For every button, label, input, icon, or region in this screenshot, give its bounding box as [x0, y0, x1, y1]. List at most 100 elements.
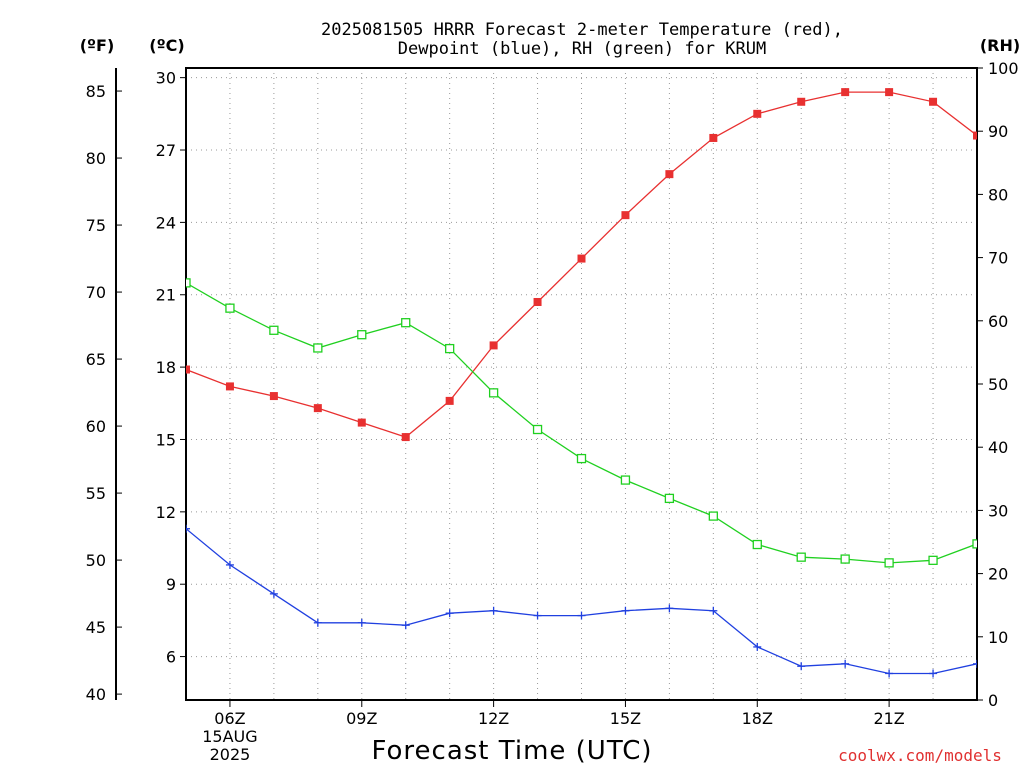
- x-tick-year-label: 2025: [210, 745, 251, 764]
- rh-unit-label: (RH): [980, 36, 1020, 55]
- temperature-point: [929, 97, 938, 106]
- x-tick-label: 06Z: [214, 709, 245, 728]
- rh-point: [532, 424, 543, 435]
- rh-point: [186, 278, 191, 288]
- rh-line: [186, 282, 977, 564]
- rh-point: [752, 539, 762, 550]
- dewpoint-point: [269, 589, 278, 598]
- celsius-tick-label: 18: [156, 358, 176, 377]
- celsius-tick-label: 6: [166, 648, 176, 667]
- rh-tick-label: 50: [988, 375, 1008, 394]
- celsius-tick-label: 30: [156, 69, 176, 88]
- rh-tick-label: 40: [988, 438, 1008, 457]
- rh-point: [972, 539, 977, 549]
- temperature-point: [313, 404, 322, 413]
- temperature-point: [357, 418, 366, 427]
- dewpoint-point: [665, 604, 674, 613]
- celsius-tick-label: 12: [156, 503, 176, 522]
- dewpoint-point: [797, 662, 806, 671]
- celsius-tick-label: 15: [156, 430, 176, 449]
- dewpoint-point: [973, 659, 977, 668]
- x-tick-label: 09Z: [346, 709, 377, 728]
- temperature-point: [885, 88, 894, 97]
- dewpoint-point: [313, 618, 322, 627]
- temperature-point: [225, 382, 234, 391]
- dewpoint-line: [186, 528, 977, 675]
- rh-point: [620, 475, 631, 485]
- credit-label: coolwx.com/models: [838, 746, 1002, 765]
- x-tick-label: 15Z: [610, 709, 641, 728]
- rh-point: [928, 555, 938, 565]
- rh-point: [445, 343, 455, 354]
- rh-tick-label: 60: [988, 312, 1008, 331]
- x-tick-label: 12Z: [478, 709, 509, 728]
- fahrenheit-unit-label: (ºF): [80, 36, 115, 55]
- dewpoint-point: [445, 609, 454, 618]
- rh-tick-label: 0: [988, 691, 998, 710]
- rh-point: [708, 511, 718, 521]
- rh-point: [401, 318, 411, 328]
- x-tick-date-label: 15AUG: [202, 727, 257, 746]
- dewpoint-point: [533, 611, 542, 620]
- temperature-point: [753, 109, 762, 118]
- dewpoint-point: [885, 669, 894, 678]
- dewpoint-point: [929, 669, 938, 678]
- temperature-point: [269, 392, 278, 401]
- fahrenheit-tick-label: 45: [86, 618, 106, 637]
- rh-point: [796, 552, 806, 562]
- temperature-point: [489, 341, 498, 350]
- celsius-unit-label: (ºC): [149, 36, 184, 55]
- dewpoint-point: [186, 524, 190, 533]
- dewpoint-point: [489, 606, 498, 615]
- fahrenheit-tick-label: 70: [86, 283, 106, 302]
- temperature-point: [401, 433, 410, 442]
- fahrenheit-tick-label: 50: [86, 551, 106, 570]
- temperature-point: [621, 211, 630, 220]
- temperature-point: [973, 131, 977, 140]
- celsius-tick-label: 21: [156, 286, 176, 305]
- fahrenheit-tick-label: 75: [86, 216, 106, 235]
- rh-tick-label: 100: [988, 59, 1019, 78]
- temperature-point: [577, 254, 586, 263]
- rh-point: [357, 330, 367, 340]
- dewpoint-point: [225, 560, 234, 569]
- celsius-tick-label: 9: [166, 575, 176, 594]
- fahrenheit-tick-label: 85: [86, 82, 106, 101]
- rh-point: [269, 325, 279, 335]
- rh-point: [576, 453, 587, 464]
- chart-title-line2: Dewpoint (blue), RH (green) for KRUM: [398, 39, 766, 59]
- temperature-point: [709, 133, 718, 142]
- rh-point: [313, 343, 323, 353]
- temperature-point: [533, 297, 542, 306]
- temperature-point: [186, 365, 190, 374]
- temperature-point: [797, 97, 806, 106]
- fahrenheit-tick-label: 40: [86, 685, 106, 704]
- rh-point: [840, 554, 850, 564]
- dewpoint-point: [577, 611, 586, 620]
- rh-tick-label: 20: [988, 565, 1008, 584]
- fahrenheit-tick-label: 65: [86, 350, 106, 369]
- x-tick-label: 18Z: [742, 709, 773, 728]
- grid-lines: [185, 68, 978, 700]
- dewpoint-point: [621, 606, 630, 615]
- rh-tick-label: 10: [988, 628, 1008, 647]
- celsius-tick-label: 24: [156, 213, 176, 232]
- dewpoint-point: [709, 606, 718, 615]
- series-plot: [186, 88, 977, 678]
- celsius-tick-label: 27: [156, 141, 176, 160]
- rh-point: [488, 388, 499, 398]
- axes: 6 9 12 15 18 21 24 27 30 40 45 50 55 60 65 70 75 80 85 0 10 2…: [86, 59, 1019, 764]
- fahrenheit-tick-label: 80: [86, 149, 106, 168]
- dewpoint-point: [357, 618, 366, 627]
- x-axis-label: Forecast Time (UTC): [371, 736, 652, 766]
- temperature-point: [445, 396, 454, 405]
- series-clip-group: [186, 88, 977, 678]
- fahrenheit-tick-label: 55: [86, 484, 106, 503]
- dewpoint-point: [841, 659, 850, 668]
- rh-tick-label: 80: [988, 185, 1008, 204]
- dewpoint-point: [401, 621, 410, 630]
- dewpoint-point: [753, 642, 762, 651]
- x-tick-label: 21Z: [873, 709, 904, 728]
- rh-point: [225, 303, 235, 313]
